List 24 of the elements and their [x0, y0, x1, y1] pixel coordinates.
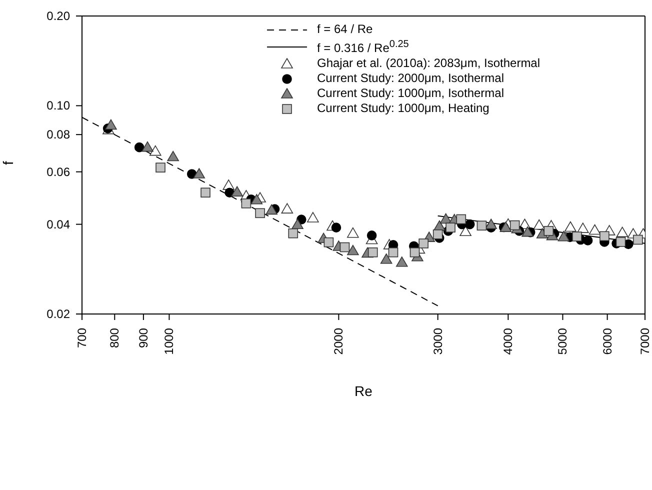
legend-label: Ghajar et al. (2010a): 2083μm, Isothermal — [317, 56, 540, 71]
y-tick-label: 0.02 — [46, 307, 70, 321]
y-tick-label: 0.06 — [46, 164, 70, 179]
x-tick-label: 7000 — [638, 328, 652, 355]
x-tick-label: 800 — [108, 328, 122, 348]
x-tick-label: 6000 — [600, 328, 614, 355]
legend-label: f = 64 / Re — [317, 22, 373, 37]
y-axis-title: f — [0, 161, 16, 165]
x-tick-label: 4000 — [501, 328, 516, 355]
y-tick-label: 0.20 — [46, 9, 70, 23]
x-tick-label: 1000 — [162, 328, 176, 355]
y-tick-label: 0.10 — [46, 98, 70, 113]
legend-label: Current Study: 1000μm, Heating — [317, 101, 490, 116]
x-tick-label: 3000 — [430, 328, 445, 355]
x-tick-label: 700 — [75, 328, 89, 348]
y-tick-label: 0.04 — [46, 217, 70, 232]
x-tick-label: 5000 — [556, 328, 570, 355]
x-tick-label: 2000 — [332, 328, 346, 355]
legend-label: f = 0.316 / Re$^{0.25}$ — [317, 38, 409, 56]
y-tick-label: 0.08 — [46, 128, 70, 142]
legend-label: Current Study: 2000μm, Isothermal — [317, 71, 504, 86]
legend-label: Current Study: 1000μm, Isothermal — [317, 86, 504, 101]
x-tick-label: 900 — [136, 328, 150, 348]
x-axis-title: Re — [354, 383, 373, 399]
